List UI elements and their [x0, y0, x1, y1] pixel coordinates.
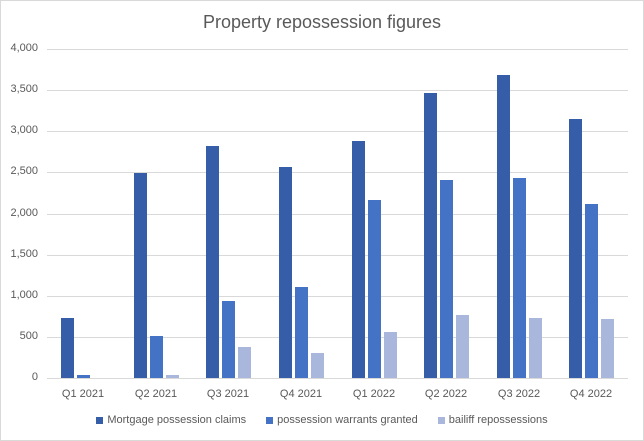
gridline	[47, 296, 628, 297]
x-tick-label: Q2 2022	[424, 388, 468, 400]
x-tick-label: Q4 2021	[279, 388, 323, 400]
bar	[279, 167, 292, 378]
bar	[585, 204, 598, 378]
bar	[424, 93, 437, 378]
y-tick-label: 0	[31, 371, 38, 383]
chart-title: Property repossession figures	[202, 12, 442, 32]
gridline	[47, 214, 628, 215]
bar	[456, 315, 469, 378]
y-tick-label: 3,500	[10, 83, 38, 95]
legend-item: possession warrants granted	[266, 414, 418, 426]
legend-swatch-icon	[96, 416, 104, 424]
x-tick-label: Q1 2021	[61, 388, 105, 400]
bar	[61, 318, 74, 378]
bar	[295, 287, 308, 378]
bar	[440, 180, 453, 378]
bar	[150, 336, 163, 378]
x-tick-label: Q4 2022	[569, 388, 613, 400]
bar	[134, 173, 147, 378]
legend: Mortgage possession claims possession war…	[0, 414, 644, 426]
bar	[166, 375, 179, 378]
gridline	[47, 49, 628, 50]
gridline	[47, 172, 628, 173]
gridline	[47, 90, 628, 91]
bar	[311, 353, 324, 378]
y-tick-label: 3,000	[10, 124, 38, 136]
x-tick-label: Q3 2022	[497, 388, 541, 400]
gridline	[47, 378, 628, 379]
y-tick-label: 4,000	[10, 42, 38, 54]
legend-label: Mortgage possession claims	[107, 414, 247, 426]
bar	[569, 119, 582, 378]
x-tick-label: Q2 2021	[134, 388, 178, 400]
y-tick-label: 1,500	[10, 248, 38, 260]
legend-swatch-icon	[437, 416, 445, 424]
bar	[601, 319, 614, 378]
bar	[529, 318, 542, 378]
bar	[238, 347, 251, 378]
legend-item: bailiff repossessions	[437, 414, 548, 426]
x-tick-label: Q3 2021	[206, 388, 250, 400]
gridline	[47, 255, 628, 256]
legend-label: bailiff repossessions	[448, 414, 548, 426]
x-tick-label: Q1 2022	[352, 388, 396, 400]
y-tick-label: 1,000	[10, 289, 38, 301]
bar	[384, 332, 397, 378]
bar	[352, 141, 365, 378]
bar	[368, 200, 381, 378]
legend-swatch-icon	[266, 416, 274, 424]
gridline	[47, 337, 628, 338]
legend-label: possession warrants granted	[277, 414, 418, 426]
bar	[513, 178, 526, 378]
y-tick-label: 2,000	[10, 207, 38, 219]
bar	[222, 301, 235, 378]
y-tick-label: 2,500	[10, 165, 38, 177]
y-tick-label: 500	[19, 330, 38, 342]
legend-item: Mortgage possession claims	[96, 414, 246, 426]
bar	[497, 75, 510, 378]
bar	[77, 375, 90, 378]
bar	[206, 146, 219, 378]
gridline	[47, 131, 628, 132]
